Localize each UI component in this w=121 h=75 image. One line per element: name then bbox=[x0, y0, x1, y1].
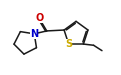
Text: O: O bbox=[35, 13, 44, 23]
Text: N: N bbox=[30, 29, 38, 39]
Text: S: S bbox=[65, 39, 72, 49]
